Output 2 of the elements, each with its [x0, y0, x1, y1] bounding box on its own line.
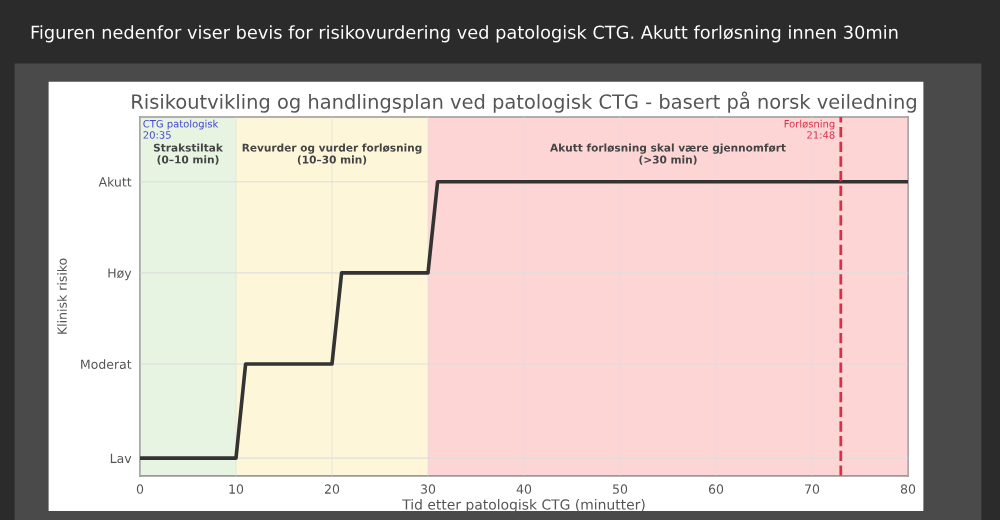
chart-title: Risikoutvikling og handlingsplan ved patologisk CTG - basert på norsk veiledning [132, 91, 916, 113]
text: Figuren nedenfor viser bevis for risikovurdering ved patologisk CTG. Akutt forløsning innen 30min [31, 25, 898, 43]
